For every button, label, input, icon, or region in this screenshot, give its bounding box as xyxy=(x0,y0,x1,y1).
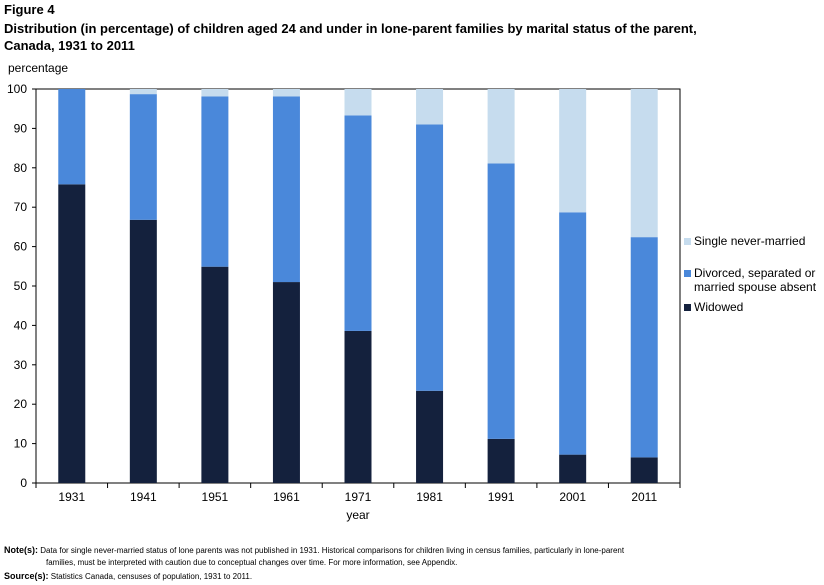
bar-2001-single xyxy=(559,89,587,213)
legend-divorced-separated-label-line-1: Divorced, separated or xyxy=(694,266,815,280)
x-tick-label-2011: 2011 xyxy=(631,490,657,504)
legend-widowed-label: Widowed xyxy=(694,300,743,314)
y-tick-label-0: 0 xyxy=(20,476,27,490)
bar-1941-single xyxy=(129,89,157,95)
bar-2011-single xyxy=(630,89,658,238)
y-tick-label-30: 30 xyxy=(14,358,28,372)
x-tick-label-1941: 1941 xyxy=(130,490,157,504)
bar-1981-widowed xyxy=(416,390,444,483)
stacked-bar-chart: 0 10 20 30 40 50 60 70 80 90 100 1931 1941 1951 1961 19… xyxy=(7,82,817,522)
y-tick-label-40: 40 xyxy=(14,318,28,332)
bar-1951-divorced xyxy=(201,96,229,267)
bar-1931-divorced xyxy=(58,89,86,185)
bar-1931-widowed xyxy=(58,184,86,483)
chart-title-line-2: Canada, 1931 to 2011 xyxy=(4,38,135,53)
bar-1941-widowed xyxy=(129,219,157,484)
y-tick-label-70: 70 xyxy=(14,200,28,214)
note-label: Note(s): xyxy=(4,545,38,555)
bar-1941-divorced xyxy=(129,94,157,220)
bar-1951-widowed xyxy=(201,266,229,483)
bar-1961-widowed xyxy=(272,282,300,483)
x-tick-label-2001: 2001 xyxy=(559,490,586,504)
y-axis-label: percentage xyxy=(8,61,69,75)
bar-1991-widowed xyxy=(487,438,515,483)
bar-1991-single xyxy=(487,89,515,164)
x-tick-label-1971: 1971 xyxy=(345,490,372,504)
x-axis-label: year xyxy=(346,508,369,522)
note-text-line-1: Data for single never-married status of … xyxy=(40,546,625,555)
note-text-line-2: families, must be interpreted with cauti… xyxy=(46,558,458,567)
legend-widowed-swatch xyxy=(684,304,691,311)
legend-single-never-married-label: Single never-married xyxy=(694,234,805,248)
x-tick-label-1931: 1931 xyxy=(58,490,85,504)
y-tick-label-100: 100 xyxy=(7,82,27,96)
bar-1971-divorced xyxy=(344,115,372,331)
bar-1951-single xyxy=(201,89,229,97)
bar-2001-widowed xyxy=(559,454,587,483)
y-tick-label-90: 90 xyxy=(14,121,28,135)
chart-title: Distribution (in percentage) of children… xyxy=(4,20,794,54)
bar-2001-divorced xyxy=(559,212,587,455)
y-tick-label-50: 50 xyxy=(14,279,28,293)
legend-single-never-married-swatch xyxy=(684,238,691,245)
chart-title-line-1: Distribution (in percentage) of children… xyxy=(4,21,697,36)
legend-divorced-separated-swatch xyxy=(684,270,691,277)
y-tick-label-20: 20 xyxy=(14,397,28,411)
source-text: Statistics Canada, censuses of populatio… xyxy=(50,572,253,581)
x-tick-label-1991: 1991 xyxy=(488,490,515,504)
bar-1991-divorced xyxy=(487,163,515,439)
x-tick-label-1961: 1961 xyxy=(273,490,300,504)
bar-1971-widowed xyxy=(344,330,372,483)
source-block: Source(s): Statistics Canada, censuses o… xyxy=(4,571,252,581)
note-block: Note(s): Data for single never-married s… xyxy=(4,544,804,569)
legend-divorced-separated-label-line-2: married spouse absent xyxy=(694,280,817,294)
y-tick-label-60: 60 xyxy=(14,240,28,254)
source-label: Source(s): xyxy=(4,571,49,581)
x-tick-label-1981: 1981 xyxy=(416,490,443,504)
bar-2011-divorced xyxy=(630,237,658,458)
bar-2011-widowed xyxy=(630,457,658,483)
bar-1981-single xyxy=(416,89,444,125)
y-tick-label-80: 80 xyxy=(14,161,28,175)
bar-1961-single xyxy=(272,89,300,97)
y-tick-label-10: 10 xyxy=(14,437,28,451)
bar-1961-divorced xyxy=(272,96,300,283)
x-tick-label-1951: 1951 xyxy=(202,490,229,504)
figure-label: Figure 4 xyxy=(4,2,55,17)
bar-1981-divorced xyxy=(416,124,444,391)
bar-1971-single xyxy=(344,89,372,116)
